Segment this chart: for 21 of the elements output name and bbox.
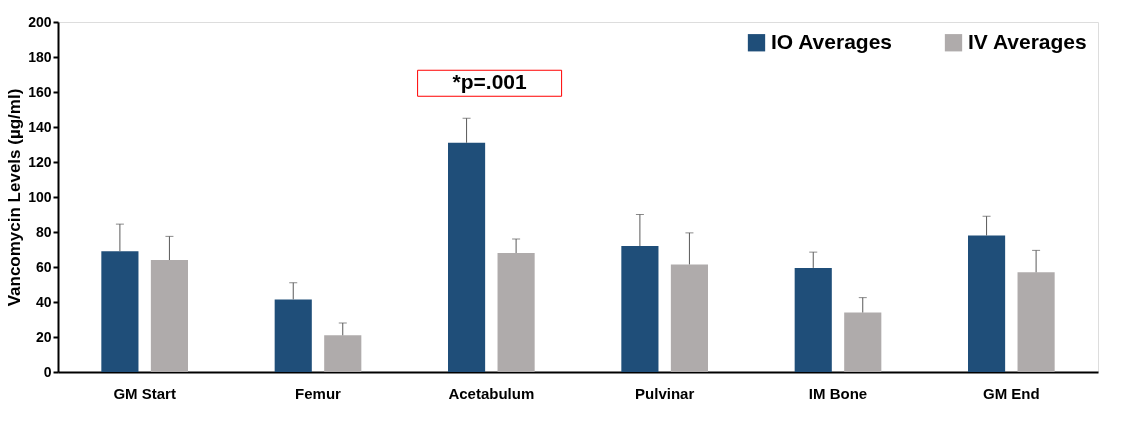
y-tick-label: 120 bbox=[28, 153, 52, 170]
legend-label: IV Averages bbox=[968, 29, 1087, 53]
y-tick-label: 20 bbox=[35, 328, 52, 345]
y-axis-title: Vancomycin Levels (µg/ml) bbox=[5, 88, 25, 307]
y-tick-label: 180 bbox=[28, 48, 52, 65]
y-tick-label: 80 bbox=[35, 223, 52, 240]
x-tick-label: Pulvinar bbox=[635, 384, 695, 402]
x-tick-label: Femur bbox=[295, 384, 342, 402]
y-tick-label: 40 bbox=[35, 293, 52, 310]
y-tick-label: 160 bbox=[28, 83, 52, 100]
x-tick-label: IM Bone bbox=[808, 384, 868, 402]
y-tick-label: 140 bbox=[28, 118, 52, 135]
x-tick-label: GM End bbox=[983, 384, 1040, 402]
y-tick-label: 60 bbox=[35, 258, 52, 275]
y-tick-label: 100 bbox=[28, 188, 52, 205]
y-tick-label: 200 bbox=[28, 13, 52, 30]
legend-label: IO Averages bbox=[771, 29, 893, 53]
x-tick-label: Acetabulum bbox=[448, 384, 535, 402]
annotation: *p=.001 bbox=[452, 70, 527, 94]
y-tick-label: 0 bbox=[43, 363, 52, 380]
x-tick-label: GM Start bbox=[113, 384, 176, 402]
